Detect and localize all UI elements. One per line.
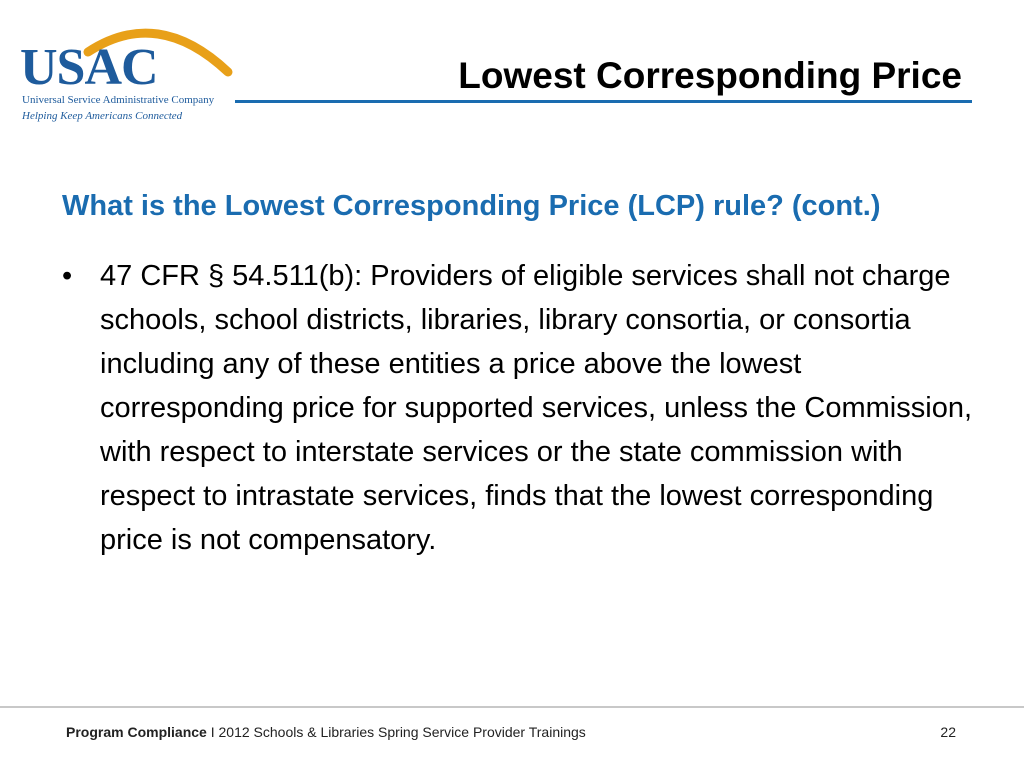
footer-separator: I <box>210 724 215 740</box>
slide-subheading: What is the Lowest Corresponding Price (… <box>62 190 881 222</box>
bullet-marker: • <box>62 260 73 292</box>
bullet-list: • 47 CFR § 54.511(b): Providers of eligi… <box>62 254 972 562</box>
logo-swoosh-arc <box>83 28 233 77</box>
logo-wordmark: USAC <box>20 39 159 96</box>
footer-event: 2012 Schools & Libraries Spring Service … <box>218 724 586 740</box>
logo-tagline: Helping Keep Americans Connected <box>22 110 183 122</box>
page-number: 22 <box>940 724 956 740</box>
logo-company-name: Universal Service Administrative Company <box>22 94 215 106</box>
footer-section: Program Compliance <box>66 724 207 740</box>
footer-text: Program Compliance I 2012 Schools & Libr… <box>66 724 586 740</box>
bullet-item: • 47 CFR § 54.511(b): Providers of eligi… <box>62 254 972 562</box>
slide-title: Lowest Corresponding Price <box>458 55 962 96</box>
title-underline <box>235 100 972 103</box>
usac-logo: USAC Universal Service Administrative Co… <box>18 14 248 124</box>
bullet-text: 47 CFR § 54.511(b): Providers of eligibl… <box>100 260 973 556</box>
footer-divider <box>0 706 1024 708</box>
